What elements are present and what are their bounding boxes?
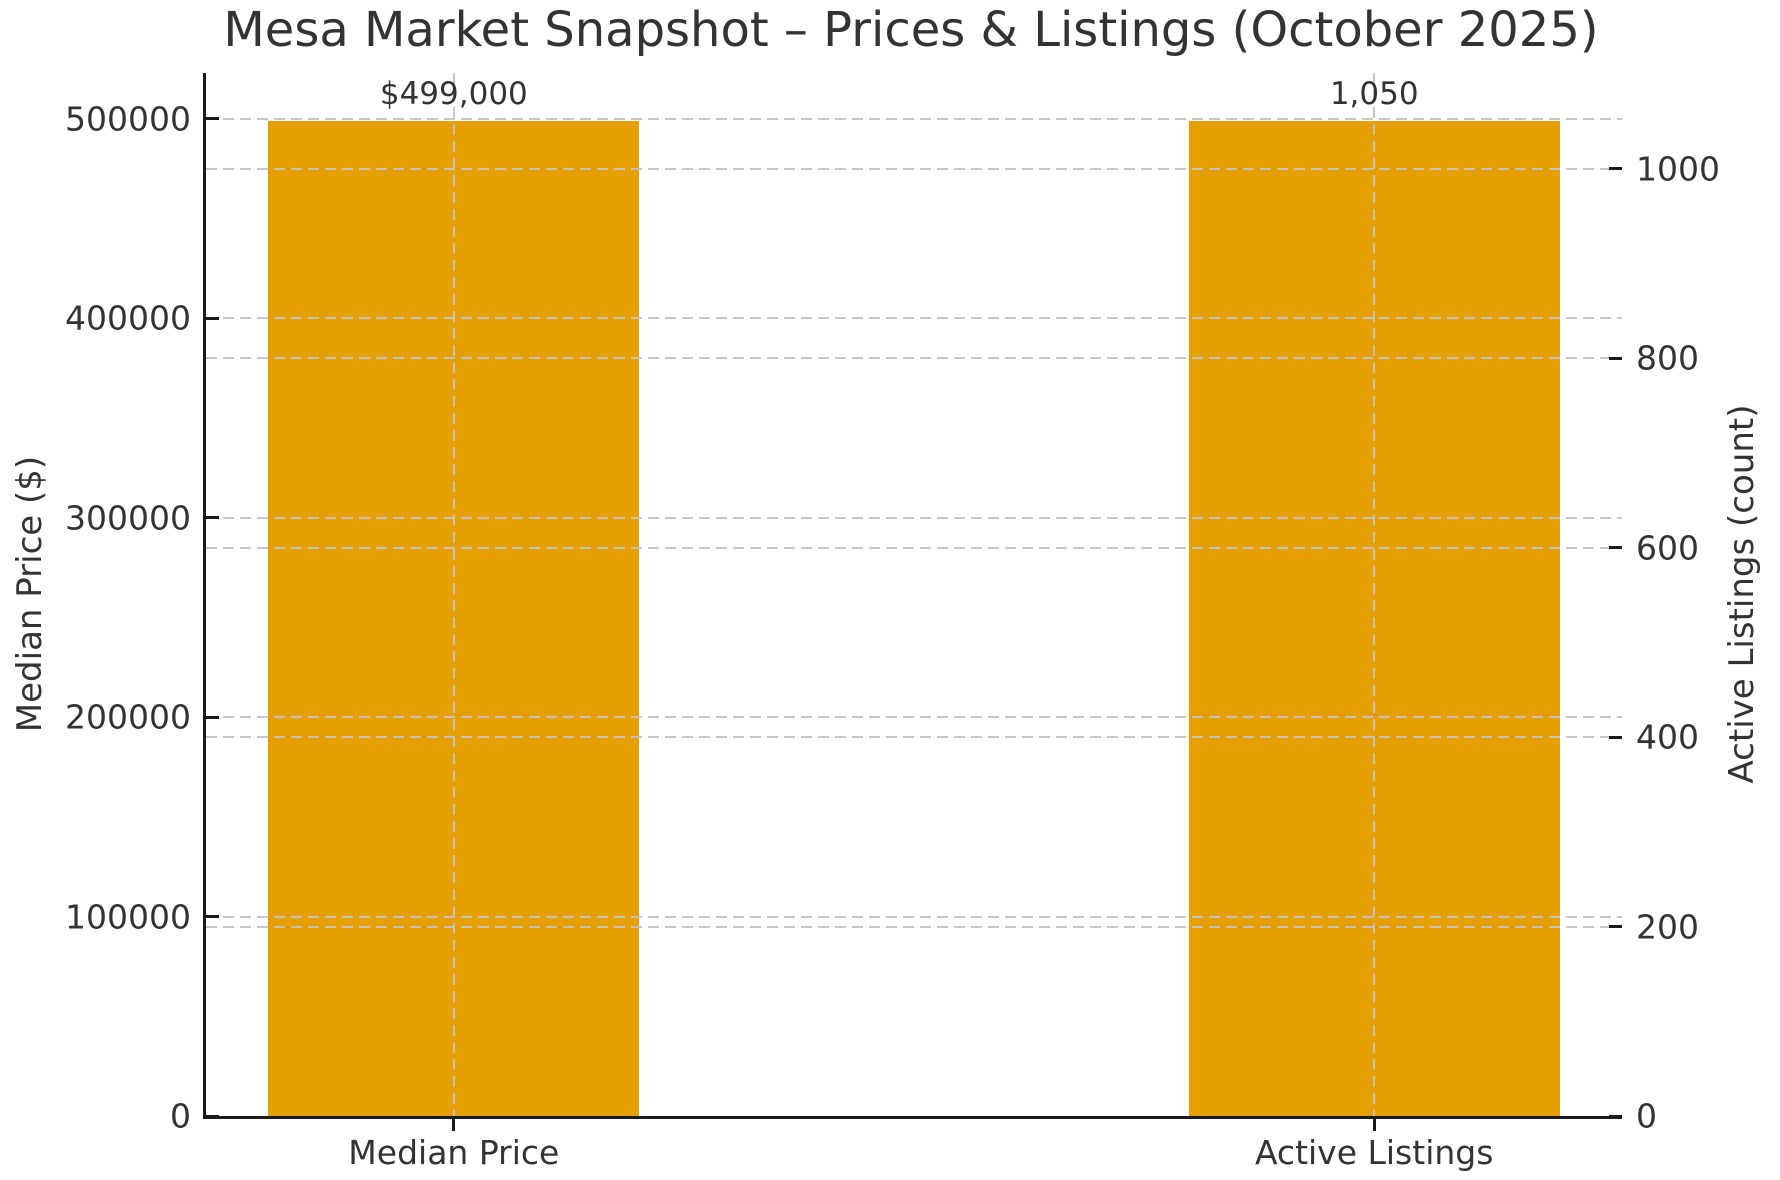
y-tick-mark-left <box>206 316 219 320</box>
plot-area: $499,000 1,050 0 100000 200000 300000 400000 50… <box>65 73 1720 1172</box>
y-tick-mark-left <box>206 516 219 520</box>
y-tick-label-left: 100000 <box>65 897 191 937</box>
gridline-horizontal <box>206 516 1622 519</box>
y-tick-mark-right <box>1609 356 1622 360</box>
y-tick-label-right: 0 <box>1636 1096 1657 1136</box>
y-tick-mark-left <box>206 1114 219 1118</box>
y-tick-label-right: 200 <box>1636 907 1699 947</box>
y-tick-label-left: 300000 <box>65 498 191 538</box>
x-tick-mark <box>452 1116 456 1131</box>
gridline-horizontal <box>206 117 1622 120</box>
y-tick-mark-left <box>206 915 219 919</box>
y-tick-mark-right <box>1609 546 1622 550</box>
gridline-horizontal <box>206 915 1622 918</box>
y-tick-mark-right <box>1609 925 1622 929</box>
gridline-horizontal <box>206 317 1622 320</box>
chart-title: Mesa Market Snapshot – Prices & Listings… <box>223 2 1599 58</box>
y-tick-label-left: 500000 <box>65 99 191 139</box>
gridline-horizontal <box>206 167 1622 170</box>
bar-value-label-active-listings: 1,050 <box>1329 76 1419 113</box>
y-tick-label-right: 600 <box>1636 528 1699 568</box>
gridline-horizontal <box>206 357 1622 360</box>
y-tick-label-right: 400 <box>1636 717 1699 757</box>
y-axis-title-right: Active Listings (count) <box>1722 404 1762 784</box>
x-tick-label-active-listings: Active Listings <box>1254 1133 1494 1172</box>
gridline-horizontal <box>206 546 1622 549</box>
x-tick-label-median-price: Median Price <box>348 1133 560 1172</box>
y-tick-label-left: 400000 <box>65 298 191 338</box>
y-tick-mark-right <box>1609 167 1622 171</box>
y-tick-mark-left <box>206 117 219 121</box>
y-tick-mark-right <box>1609 735 1622 739</box>
gridline-horizontal <box>206 925 1622 928</box>
gridline-horizontal <box>206 716 1622 719</box>
x-tick-mark <box>1372 1116 1376 1131</box>
y-tick-label-left: 200000 <box>65 697 191 737</box>
y-tick-mark-left <box>206 715 219 719</box>
y-tick-label-left: 0 <box>170 1096 191 1136</box>
y-tick-label-right: 1000 <box>1636 149 1720 189</box>
gridline-vertical <box>1373 73 1376 1116</box>
y-tick-mark-right <box>1609 1114 1622 1118</box>
gridline-horizontal <box>206 736 1622 739</box>
gridline-vertical <box>452 73 455 1116</box>
bar-value-label-median-price: $499,000 <box>379 75 528 112</box>
y-axis-title-left: Median Price ($) <box>10 455 50 733</box>
y-tick-label-right: 800 <box>1636 338 1699 378</box>
